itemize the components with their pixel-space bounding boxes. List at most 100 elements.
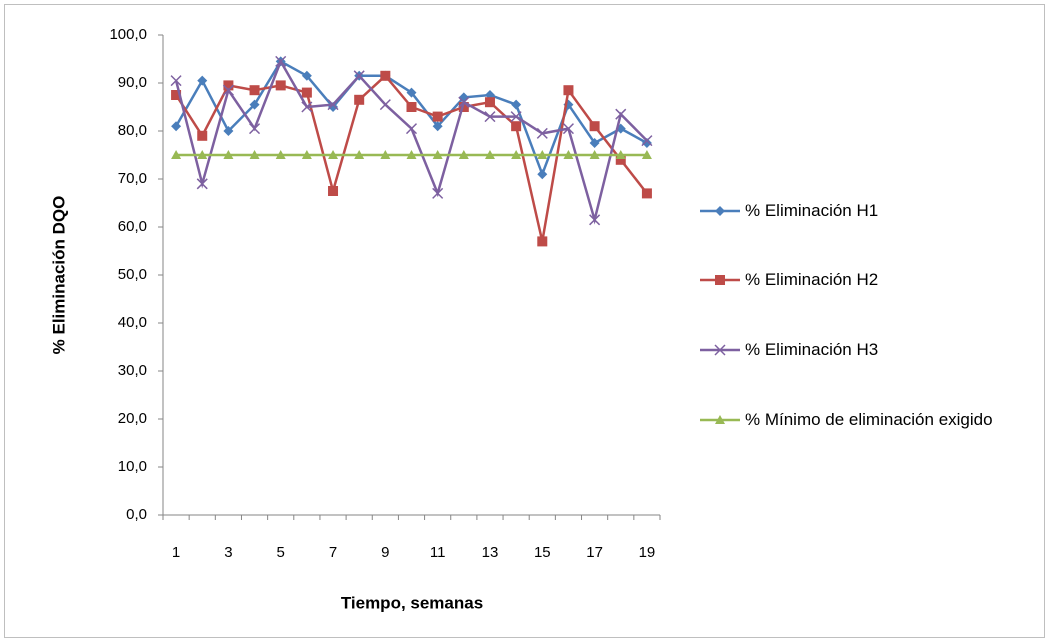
marker (197, 150, 208, 159)
legend-label: % Eliminación H3 (745, 340, 879, 359)
marker (615, 150, 626, 159)
y-tick-label: 90,0 (118, 74, 147, 91)
marker (458, 102, 469, 112)
marker (406, 150, 417, 159)
marker (510, 111, 522, 123)
marker (249, 85, 260, 96)
marker (380, 150, 391, 159)
marker (223, 150, 234, 159)
legend-item: % Mínimo de eliminación exigido (700, 409, 1040, 431)
x-tick-label: 13 (482, 544, 499, 561)
marker (353, 70, 365, 82)
x-tick-label: 17 (586, 544, 603, 561)
marker (641, 188, 652, 199)
y-tick-label: 70,0 (118, 170, 147, 187)
marker (458, 150, 469, 159)
marker (511, 99, 522, 110)
marker (536, 127, 548, 139)
marker (484, 150, 495, 159)
series (171, 150, 652, 159)
marker (223, 126, 234, 136)
marker (432, 150, 443, 159)
marker (171, 121, 182, 132)
legend-item: % Eliminación H3 (700, 339, 1040, 361)
marker (715, 206, 725, 216)
marker (615, 108, 627, 120)
y-tick-label: 50,0 (118, 266, 147, 283)
marker (223, 80, 234, 91)
marker (432, 121, 443, 132)
marker (641, 135, 653, 147)
series (171, 70, 652, 247)
marker (589, 150, 600, 159)
marker (301, 70, 312, 81)
y-axis-title: % Eliminación DQO (49, 196, 68, 355)
marker (380, 70, 391, 81)
legend-label: % Mínimo de eliminación exigido (745, 410, 993, 429)
marker (589, 121, 600, 132)
marker (458, 96, 470, 108)
marker (275, 150, 286, 159)
marker (196, 178, 208, 190)
marker (562, 123, 574, 135)
y-tick-label: 60,0 (118, 218, 147, 235)
marker (537, 150, 548, 159)
legend-swatch (700, 206, 740, 216)
marker (249, 150, 260, 159)
legend-swatch (700, 415, 740, 424)
marker (511, 121, 522, 132)
marker (301, 101, 313, 113)
marker (301, 150, 312, 159)
x-tick-label: 3 (224, 544, 232, 561)
marker (170, 75, 182, 87)
marker (222, 84, 234, 96)
marker (589, 138, 600, 148)
y-tick-label: 40,0 (118, 314, 147, 331)
marker (641, 138, 652, 148)
x-tick-label: 7 (329, 544, 337, 561)
legend-swatch (700, 275, 740, 285)
marker (327, 99, 339, 111)
marker (249, 123, 261, 135)
marker (171, 90, 182, 100)
marker (328, 150, 339, 159)
marker (641, 150, 652, 159)
marker (589, 214, 601, 226)
y-tick-label: 30,0 (118, 362, 147, 379)
chart-border (4, 4, 1045, 638)
marker (537, 236, 548, 247)
marker (432, 111, 443, 122)
marker (406, 102, 417, 112)
marker (715, 275, 725, 285)
marker (484, 111, 496, 123)
x-tick-label: 19 (639, 544, 656, 561)
y-tick-label: 10,0 (118, 458, 147, 475)
x-tick-label: 11 (430, 544, 446, 561)
marker (354, 150, 365, 159)
marker (563, 85, 574, 96)
x-tick-label: 9 (381, 544, 389, 561)
marker (275, 55, 287, 67)
legend-swatch (700, 344, 740, 356)
marker (537, 169, 548, 180)
marker (563, 150, 574, 159)
x-tick-label: 5 (277, 544, 285, 561)
marker (354, 94, 365, 105)
legend-label: % Eliminación H2 (745, 270, 879, 289)
y-tick-label: 80,0 (118, 122, 147, 139)
x-tick-label: 1 (172, 544, 180, 561)
marker (249, 99, 260, 110)
x-axis-title: Tiempo, semanas (341, 593, 483, 612)
marker (197, 130, 208, 141)
marker (171, 150, 182, 159)
marker (197, 75, 208, 86)
y-tick-label: 100,0 (109, 26, 147, 43)
marker (379, 99, 391, 111)
marker (615, 123, 626, 134)
x-tick-label: 15 (534, 544, 551, 561)
legend-label: % Eliminación H1 (745, 201, 879, 220)
marker (615, 154, 626, 165)
marker (432, 187, 444, 199)
